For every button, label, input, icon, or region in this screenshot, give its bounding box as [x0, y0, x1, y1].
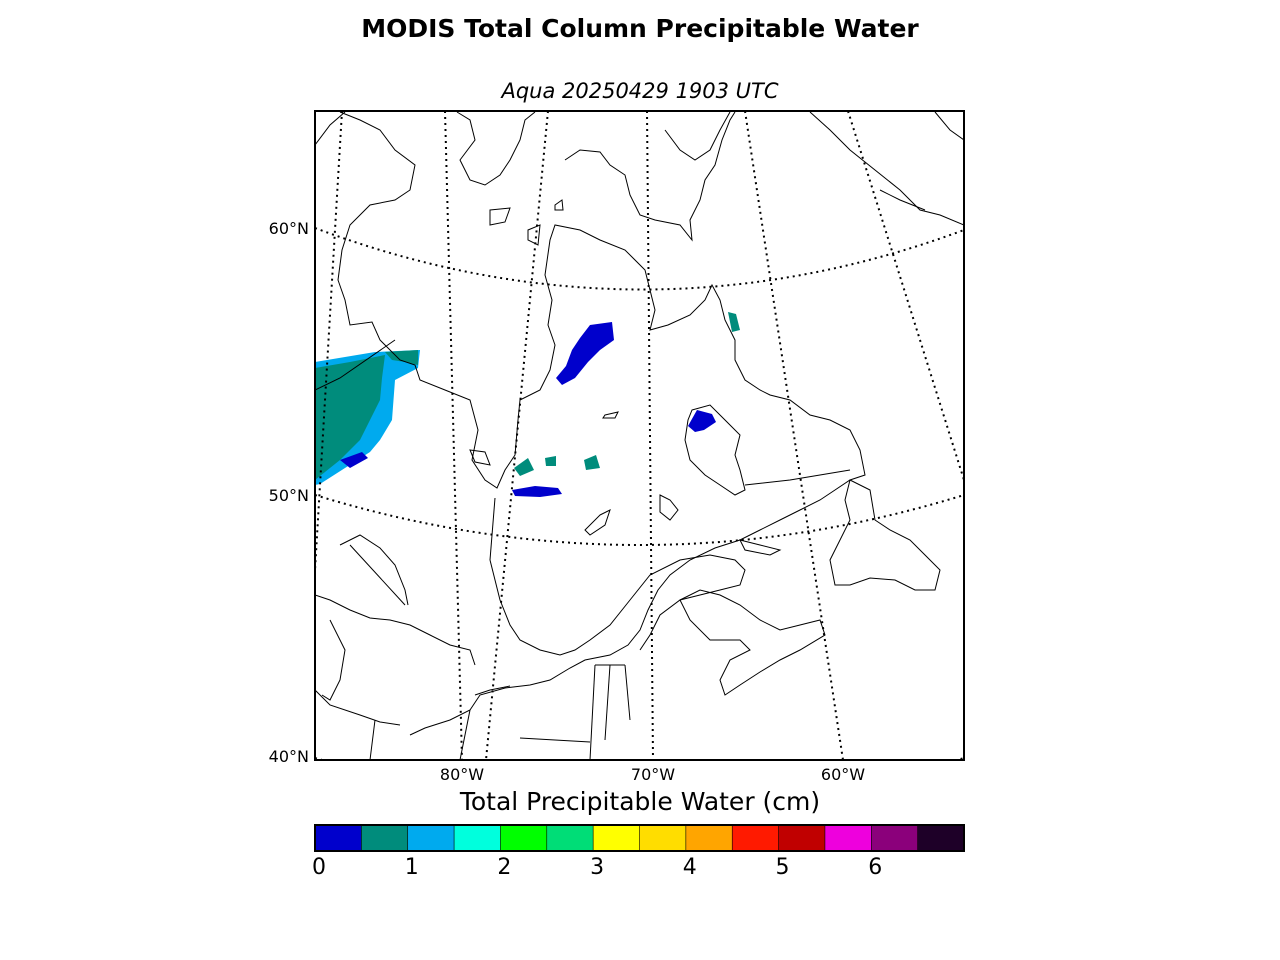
- pw-blue-labrador: [688, 410, 716, 432]
- colorbar-swatch: [546, 824, 594, 852]
- colorbar-swatch: [500, 824, 548, 852]
- coastlines: [315, 111, 964, 736]
- meridian-60w: [744, 111, 844, 760]
- colorbar-swatch: [639, 824, 687, 852]
- colorbar-swatch: [361, 824, 409, 852]
- lon-label-60w: 60°W: [820, 765, 866, 784]
- colorbar-swatch: [314, 824, 363, 852]
- pw-blue-south: [512, 486, 562, 497]
- colorbar-swatch: [824, 824, 873, 852]
- meridian-70w: [646, 111, 654, 760]
- meridian-80w: [444, 111, 463, 760]
- lat-label-40n: 40°N: [268, 747, 309, 766]
- colorbar: [314, 824, 965, 852]
- colorbar-tick-label: 1: [404, 855, 419, 880]
- colorbar-title: Total Precipitable Water (cm): [459, 787, 821, 816]
- colorbar-swatch: [592, 824, 641, 852]
- colorbar-swatch: [731, 824, 780, 852]
- colorbar-tick-label: 5: [775, 855, 790, 880]
- chart-subtitle: Aqua 20250429 1903 UTC: [501, 79, 779, 103]
- pw-band-west-teal: [315, 355, 385, 480]
- colorbar-swatch: [407, 824, 455, 852]
- lon-label-70w: 70°W: [630, 765, 676, 784]
- map-frame: [314, 110, 965, 761]
- pw-teal-south3: [584, 455, 600, 470]
- colorbar-tick-label: 3: [590, 855, 605, 880]
- graticule: [315, 111, 964, 760]
- pw-teal-south: [514, 458, 534, 476]
- lat-label-50n: 50°N: [268, 486, 309, 505]
- colorbar-tick-label: 6: [868, 855, 883, 880]
- colorbar-swatch: [917, 824, 965, 852]
- colorbar-swatch: [778, 824, 826, 852]
- pw-blue-west-edge: [340, 452, 368, 468]
- pw-blue-ungava: [728, 312, 740, 332]
- colorbar-swatch: [453, 824, 502, 852]
- parallel-60n: [315, 227, 964, 291]
- meridian-90w: [315, 111, 343, 571]
- lat-label-60n: 60°N: [268, 219, 309, 238]
- pw-blue-hudson: [556, 322, 614, 385]
- colorbar-swatch: [685, 824, 734, 852]
- lon-label-80w: 80°W: [439, 765, 485, 784]
- chart-title: MODIS Total Column Precipitable Water: [361, 14, 919, 43]
- data-overlay: [315, 312, 740, 497]
- meridian-75w: [485, 111, 549, 760]
- colorbar-tick-label: 4: [682, 855, 697, 880]
- parallel-50n: [315, 494, 964, 546]
- colorbar-tick-label: 2: [497, 855, 512, 880]
- colorbar-tick-label: 0: [312, 855, 326, 880]
- colorbar-frame: [314, 824, 965, 852]
- meridian-50w: [847, 111, 964, 481]
- pw-teal-south2: [545, 456, 556, 466]
- map-layer: [315, 111, 964, 760]
- colorbar-swatch: [870, 824, 919, 852]
- political-borders: [315, 339, 631, 760]
